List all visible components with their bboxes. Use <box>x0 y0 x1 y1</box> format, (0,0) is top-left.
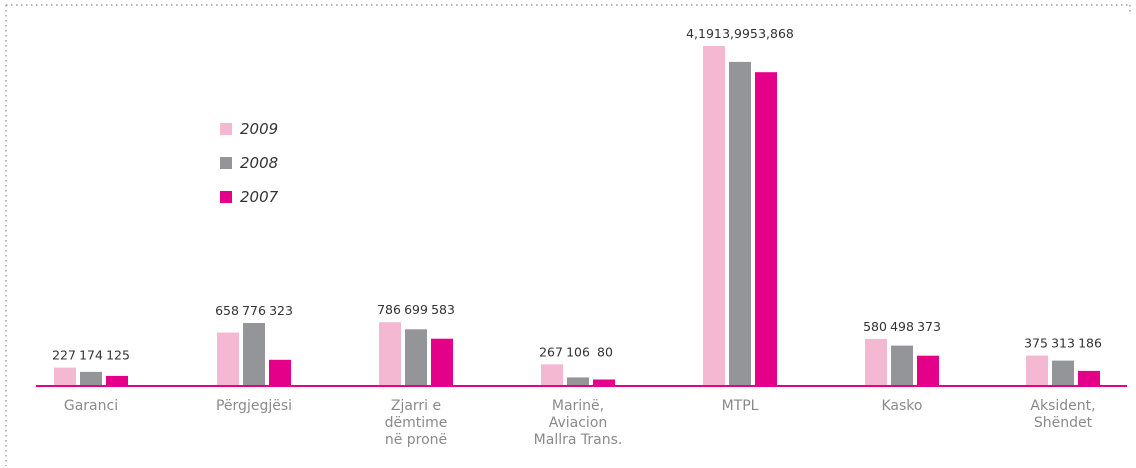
bar-2009-1 <box>217 332 239 386</box>
value-label-2007-1: 323 <box>269 303 293 318</box>
bar-2008-2 <box>405 329 427 386</box>
category-label-line: Marinë, <box>552 398 604 414</box>
bar-2009-3 <box>541 364 563 386</box>
bar-2009-4 <box>703 46 725 386</box>
category-label-line: Aksident, <box>1030 398 1095 414</box>
bar-2007-0 <box>106 375 128 386</box>
value-label-2007-4: 3,868 <box>758 26 794 41</box>
value-label-2008-2: 699 <box>404 302 428 317</box>
bar-2009-2 <box>379 322 401 386</box>
category-label-6: Aksident, Shëndet <box>1030 398 1095 431</box>
category-label-3: Marinë, Aviacion Mallra Trans. <box>534 398 623 448</box>
value-label-2007-5: 373 <box>917 319 941 334</box>
value-label-2009-0: 227 <box>52 348 76 363</box>
bar-2008-6 <box>1052 360 1074 386</box>
legend: 2009 2008 2007 <box>220 112 278 214</box>
category-labels-group: Garanci Përgjegjësi Zjarri e dëmtime në pron… <box>64 398 1096 448</box>
bar-2008-5 <box>891 345 913 386</box>
category-label-line: dëmtime <box>385 415 448 431</box>
value-label-2008-3: 106 <box>566 344 590 359</box>
category-label-line: Aviacion <box>549 415 608 431</box>
category-label-line: Mallra Trans. <box>534 432 623 448</box>
category-label-line: Kasko <box>882 398 923 414</box>
legend-swatch-2009 <box>220 123 232 135</box>
value-label-2009-5: 580 <box>863 319 887 334</box>
bar-2007-5 <box>917 355 939 386</box>
bar-2007-6 <box>1078 370 1100 386</box>
bar-2008-3 <box>567 377 589 386</box>
bars-group <box>54 46 1100 387</box>
legend-label-2009: 2009 <box>240 120 279 138</box>
category-label-line: Përgjegjësi <box>216 398 292 414</box>
value-label-2007-6: 186 <box>1078 336 1102 351</box>
legend-label-2008: 2008 <box>240 154 279 172</box>
category-label-2: Zjarri e dëmtime në pronë <box>385 398 448 448</box>
value-label-2009-4: 4,191 <box>686 26 722 41</box>
legend-item-2007: 2007 <box>220 180 278 214</box>
bar-2007-4 <box>755 72 777 386</box>
value-label-2008-4: 3,995 <box>722 26 758 41</box>
value-label-2009-2: 786 <box>377 302 401 317</box>
category-label-1: Përgjegjësi <box>216 398 292 414</box>
bar-2007-2 <box>431 338 453 386</box>
bar-2009-6 <box>1026 355 1048 386</box>
bar-2009-0 <box>54 367 76 386</box>
value-label-2007-0: 125 <box>106 348 130 363</box>
category-label-0: Garanci <box>64 398 118 414</box>
bar-2008-4 <box>729 61 751 387</box>
category-label-line: MTPL <box>722 398 759 414</box>
value-label-2009-3: 267 <box>539 344 563 359</box>
value-label-2008-1: 776 <box>242 303 266 318</box>
value-label-2008-0: 174 <box>79 348 103 363</box>
value-labels-group: 227 174 125 658 776 323 786 699 583 267 106 80 4,191… <box>52 26 1102 363</box>
value-label-2008-6: 313 <box>1051 336 1075 351</box>
category-label-line: Zjarri e <box>391 398 441 414</box>
bar-2007-1 <box>269 359 291 386</box>
legend-swatch-2007 <box>220 191 232 203</box>
legend-item-2008: 2008 <box>220 146 278 180</box>
category-label-line: në pronë <box>385 432 447 448</box>
category-label-line: Shëndet <box>1034 415 1093 431</box>
category-label-5: Kasko <box>882 398 923 414</box>
value-label-2009-6: 375 <box>1024 336 1048 351</box>
bar-2008-0 <box>80 371 102 386</box>
category-label-line: Garanci <box>64 398 118 414</box>
bar-2009-5 <box>865 338 887 386</box>
value-label-2007-2: 583 <box>431 302 455 317</box>
legend-swatch-2008 <box>220 157 232 169</box>
value-label-2007-3: 80 <box>597 344 613 359</box>
value-label-2008-5: 498 <box>890 319 914 334</box>
category-label-4: MTPL <box>722 398 759 414</box>
legend-item-2009: 2009 <box>220 112 278 146</box>
bar-2007-3 <box>593 379 615 386</box>
legend-label-2007: 2007 <box>240 188 279 206</box>
value-label-2009-1: 658 <box>215 303 239 318</box>
bar-2008-1 <box>243 323 265 386</box>
